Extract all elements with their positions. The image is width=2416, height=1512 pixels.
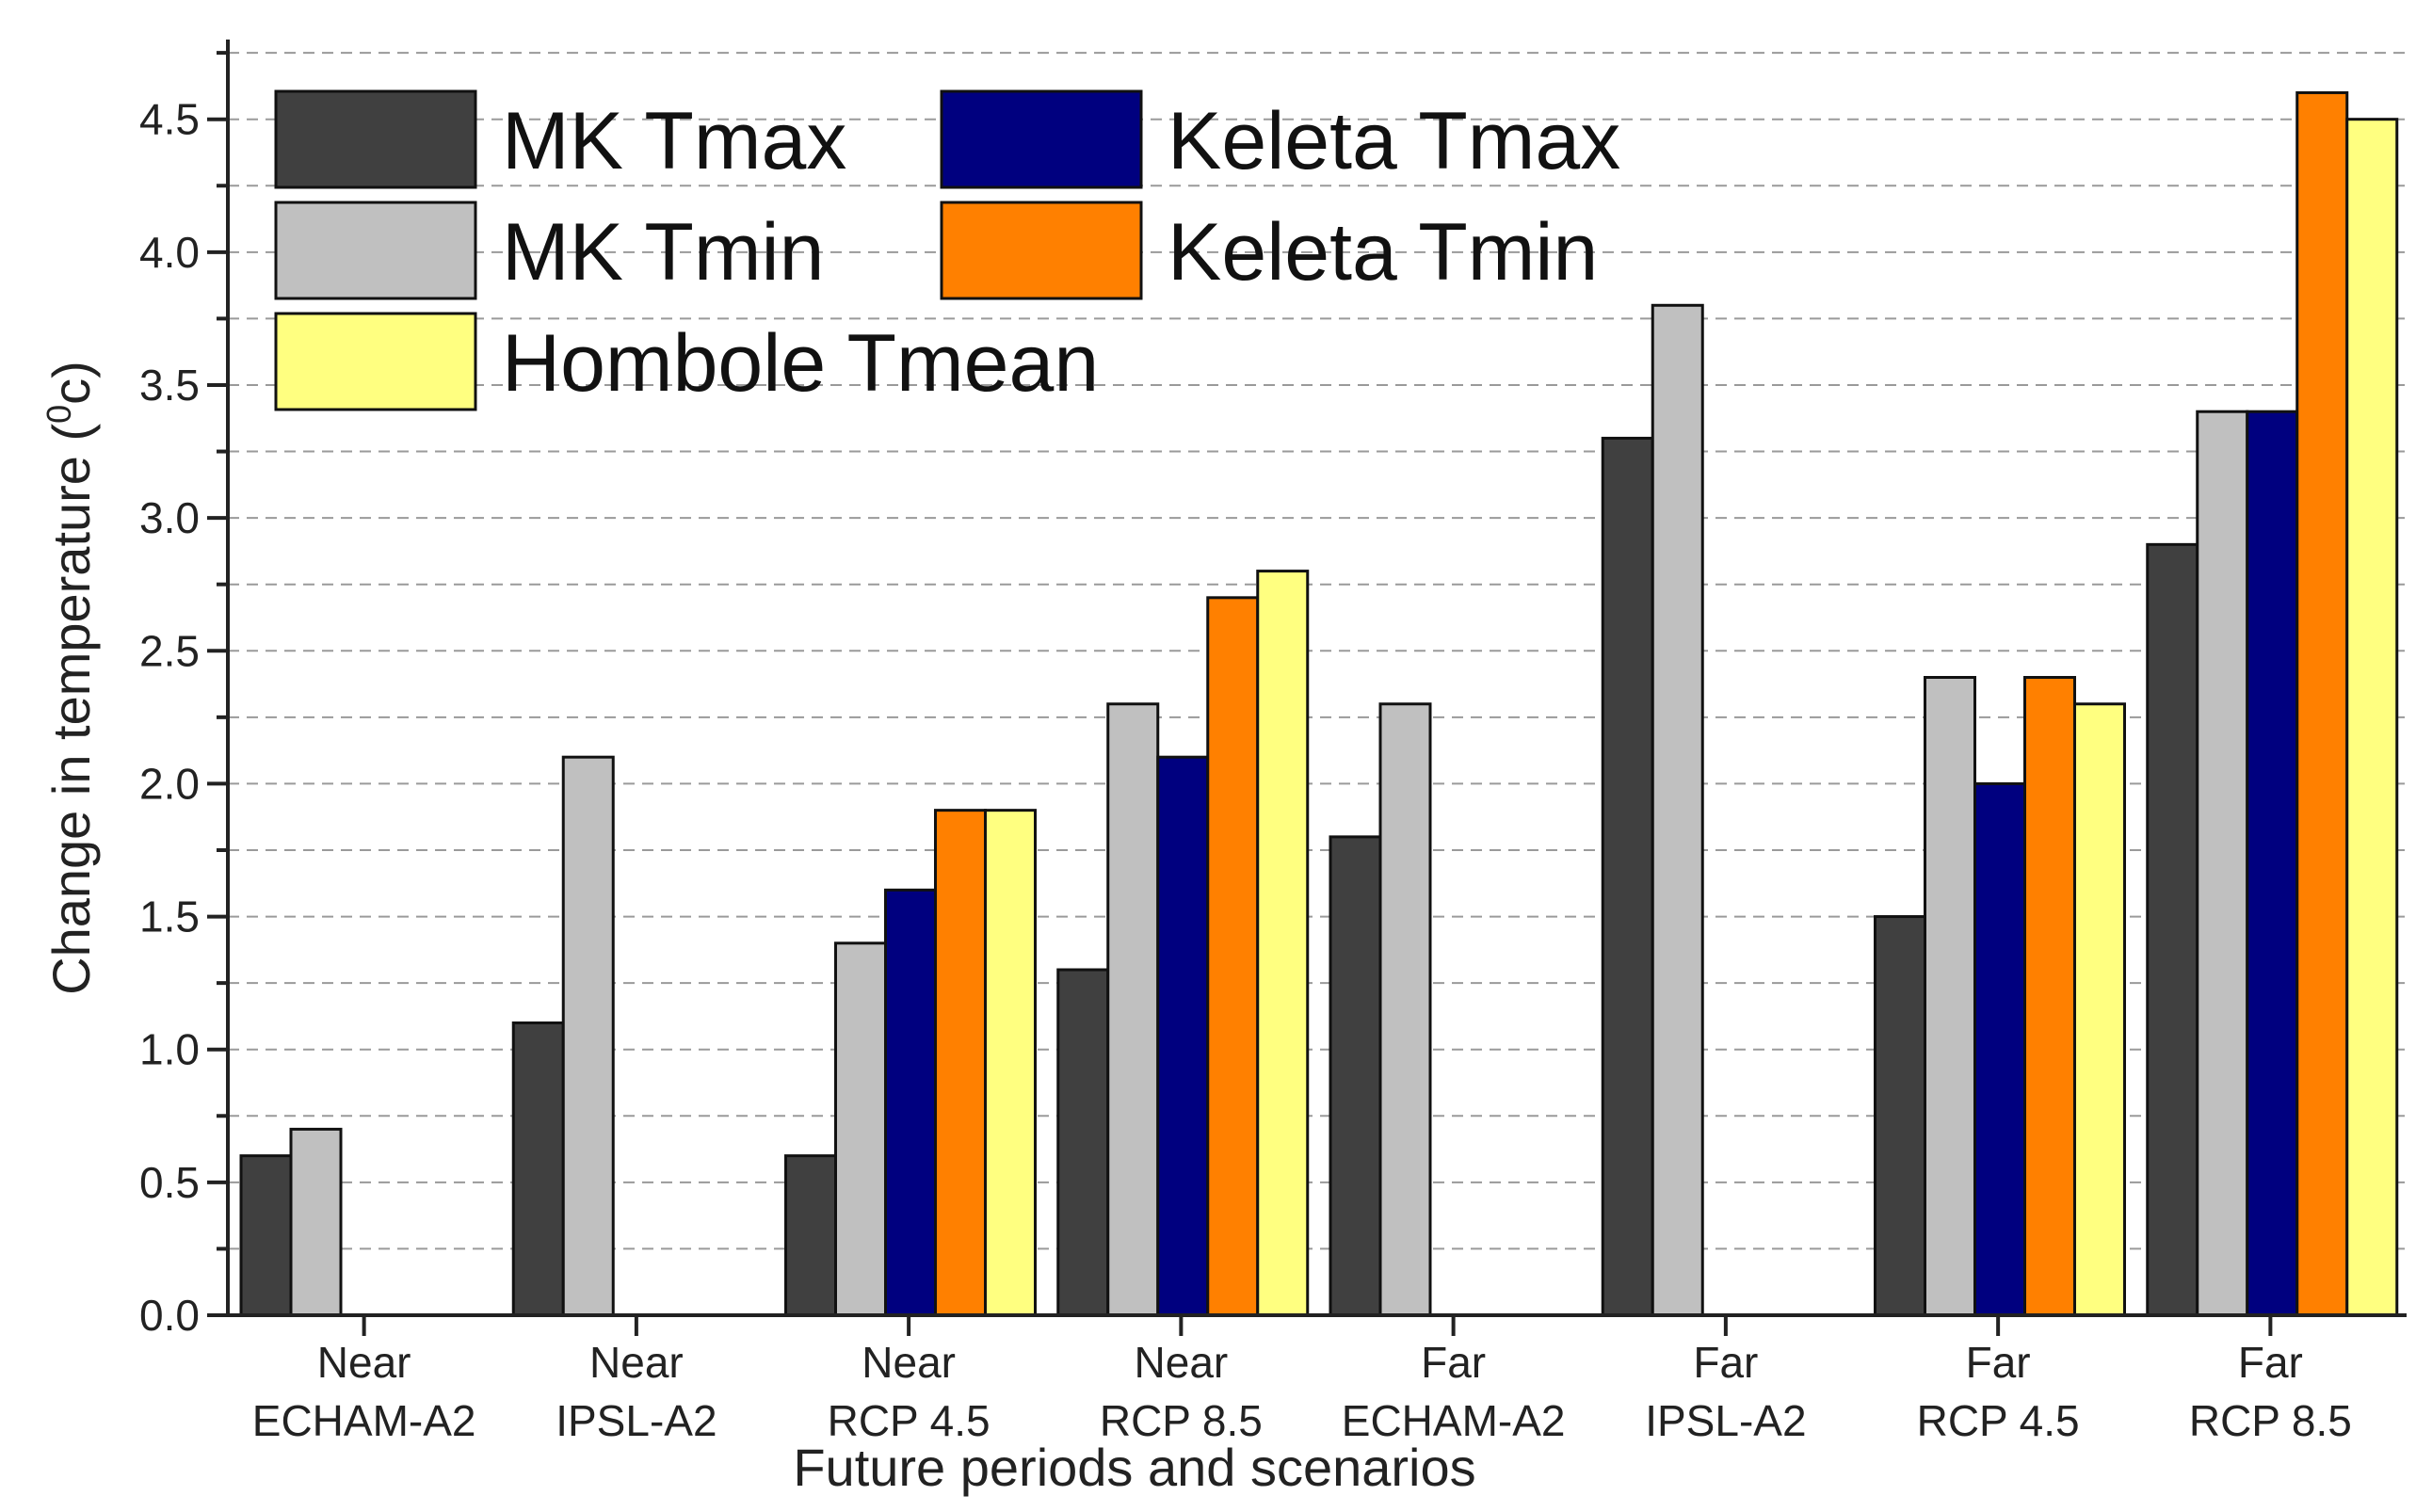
x-tick-label: IPSL-A2 xyxy=(1645,1396,1806,1445)
x-tick-label: RCP 8.5 xyxy=(1100,1396,1263,1445)
x-tick-label: Near xyxy=(589,1338,684,1387)
bar-keleta-tmax xyxy=(1156,755,1210,1317)
bar-mk-tmax xyxy=(511,1021,565,1317)
x-tick-label: Near xyxy=(862,1338,956,1387)
y-tick-label: 1.0 xyxy=(139,1025,200,1074)
legend-label: Keleta Tmax xyxy=(1168,96,1620,186)
bar-hombole-tmean xyxy=(984,809,1037,1317)
y-tick-label: 0.0 xyxy=(139,1291,200,1340)
bar-keleta-tmin xyxy=(1206,596,1260,1317)
x-tick-label: RCP 4.5 xyxy=(1917,1396,2080,1445)
y-tick-label: 2.5 xyxy=(139,626,200,675)
y-ticks: 0.0 0.5 1.0 1.5 2.0 2.5 3.0 3.5 4.0 4.5 xyxy=(139,51,228,1340)
x-tick-label: Near xyxy=(317,1338,411,1387)
y-tick-label: 0.5 xyxy=(139,1158,200,1207)
bar-mk-tmin xyxy=(1106,702,1160,1317)
y-tick-label: 4.5 xyxy=(139,95,200,144)
x-tick-label: Near xyxy=(1135,1338,1229,1387)
x-tick-label: Far xyxy=(1693,1338,1758,1387)
x-tick-label: RCP 4.5 xyxy=(828,1396,991,1445)
legend-label: Hombole Tmean xyxy=(502,318,1099,409)
bar-mk-tmax xyxy=(1874,915,1926,1317)
bar-mk-tmax xyxy=(1601,436,1654,1317)
y-tick-label: 4.0 xyxy=(139,228,200,277)
bar-keleta-tmax xyxy=(2246,410,2299,1317)
legend-swatch xyxy=(940,89,1143,189)
bar-hombole-tmean xyxy=(2073,702,2126,1317)
bar-mk-tmax xyxy=(239,1154,293,1317)
bar-mk-tmax xyxy=(2146,542,2199,1317)
x-tick-label: ECHAM-A2 xyxy=(252,1396,476,1445)
bar-hombole-tmean xyxy=(2345,118,2399,1317)
bar-mk-tmax xyxy=(1056,968,1110,1317)
bar-keleta-tmax xyxy=(1973,781,2026,1317)
bar-mk-tmin xyxy=(561,755,615,1317)
x-tick-label: RCP 8.5 xyxy=(2189,1396,2352,1445)
bars xyxy=(239,90,2399,1317)
bar-keleta-tmin xyxy=(2295,90,2349,1317)
bar-hombole-tmean xyxy=(1256,570,1310,1317)
bar-keleta-tmin xyxy=(934,809,987,1317)
bar-mk-tmin xyxy=(289,1127,343,1317)
x-tick-label: Far xyxy=(1966,1338,2031,1387)
y-tick-label: 3.0 xyxy=(139,493,200,542)
bar-keleta-tmax xyxy=(884,888,937,1317)
legend-swatch xyxy=(274,201,477,300)
bar-mk-tmin xyxy=(1378,702,1432,1317)
x-tick-label: Far xyxy=(1421,1338,1486,1387)
bar-mk-tmin xyxy=(834,941,887,1317)
legend-label: Keleta Tmin xyxy=(1168,207,1598,298)
legend-label: MK Tmin xyxy=(502,207,824,298)
y-tick-label: 2.0 xyxy=(139,759,200,808)
bar-mk-tmax xyxy=(784,1154,837,1317)
bar-mk-tmin xyxy=(1924,676,1976,1317)
y-tick-label: 3.5 xyxy=(139,361,200,410)
x-tick-label: Far xyxy=(2238,1338,2303,1387)
bar-keleta-tmin xyxy=(2023,676,2076,1317)
legend-swatch xyxy=(274,89,477,189)
x-tick-label: ECHAM-A2 xyxy=(1342,1396,1566,1445)
y-axis-title: Change in temperature (0c) xyxy=(40,361,101,995)
x-axis-title: Future periods and scenarios xyxy=(793,1438,1475,1497)
x-tick-label: IPSL-A2 xyxy=(556,1396,717,1445)
legend-swatch xyxy=(940,201,1143,300)
legend-label: MK Tmax xyxy=(502,96,846,186)
bar-mk-tmax xyxy=(1329,835,1382,1317)
y-tick-label: 1.5 xyxy=(139,893,200,941)
bar-mk-tmin xyxy=(2196,410,2249,1317)
x-ticks: Near ECHAM-A2 Near IPSL-A2 Near RCP 4.5 Near RC… xyxy=(252,1315,2352,1445)
bar-mk-tmin xyxy=(1651,303,1704,1317)
legend: MK Tmax MK Tmin Hombole Tmean Keleta Tmax Ke… xyxy=(274,89,1620,411)
legend-swatch xyxy=(274,312,477,411)
